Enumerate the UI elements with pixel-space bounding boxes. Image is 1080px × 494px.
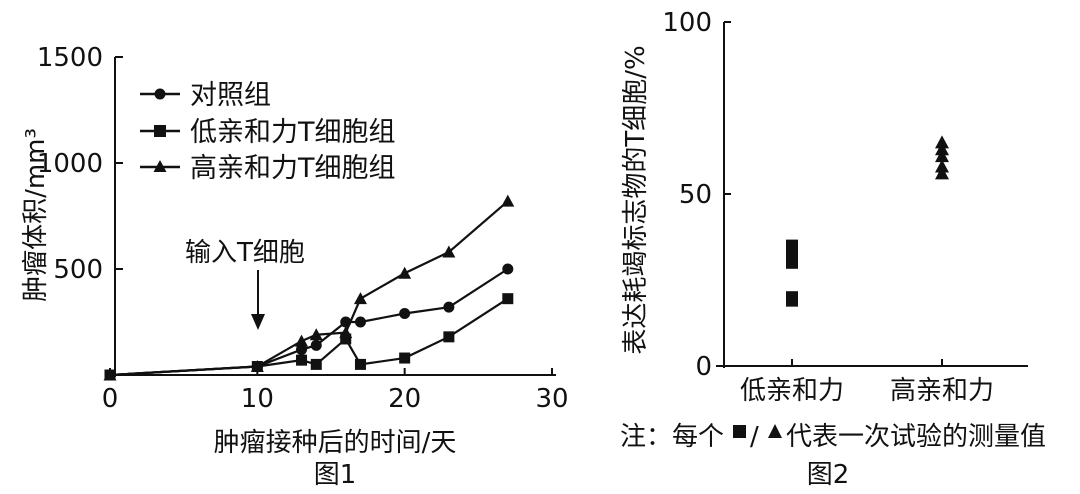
series-2-point (442, 245, 456, 258)
chart-2: 100 50 0 低亲和力 高亲和力 表达耗竭标志物的T细胞/% 注：每个 / 代表一… (620, 8, 1046, 490)
note-triangle-marker (768, 424, 782, 438)
legend-item-control: 对照组 (140, 80, 271, 111)
series-line-0 (109, 268, 509, 377)
chart1-xtick-label: 20 (388, 384, 421, 414)
series-1-point (399, 352, 411, 364)
series-2-point (353, 292, 367, 305)
legend-label-low-affinity: 低亲和力T细胞组 (190, 117, 396, 148)
chart2-point-1 (935, 166, 949, 180)
note-suffix: 代表一次试验的测量值 (786, 422, 1046, 452)
series-0-point (296, 344, 308, 356)
chart1-xtick-label: 10 (241, 384, 274, 414)
chart1-xtick-label: 0 (102, 384, 119, 414)
chart2-category-label-0: 低亲和力 (740, 376, 844, 406)
legend-item-high-affinity: 高亲和力T细胞组 (140, 153, 396, 184)
series-2-point (398, 266, 412, 279)
series-2-point (250, 360, 264, 373)
chart2-point-0 (786, 256, 798, 269)
chart1-xlabel: 肿瘤接种后的时间/天 (214, 428, 457, 458)
chart1-ylabel: 肿瘤体积/mm³ (21, 128, 51, 302)
chart2-point-1 (935, 142, 949, 156)
chart1-ytick-label: 1500 (37, 43, 103, 73)
chart2-ytick-label: 0 (695, 352, 712, 382)
chart2-category-label-1: 高亲和力 (890, 376, 994, 406)
chart1-ytick-label: 500 (53, 255, 103, 285)
chart2-point-1 (935, 159, 949, 173)
note-square-marker (733, 425, 746, 438)
series-0-point (354, 316, 366, 328)
series-line-2 (109, 200, 509, 377)
legend-circle-marker (154, 88, 166, 100)
chart2-ytick-label: 100 (662, 8, 712, 38)
series-2-point (309, 328, 323, 341)
chart2-point-0 (786, 246, 798, 259)
legend-triangle-marker (153, 160, 167, 172)
chart1-annotation-arrow-head (251, 314, 265, 330)
chart2-caption: 图2 (807, 460, 850, 490)
legend-label-high-affinity: 高亲和力T细胞组 (190, 153, 396, 184)
series-1-point (502, 293, 514, 305)
chart2-ylabel: 表达耗竭标志物的T细胞/% (621, 45, 651, 354)
legend-item-low-affinity: 低亲和力T细胞组 (140, 117, 396, 148)
chart1-ytick-label: 1000 (37, 149, 103, 179)
series-0-point (310, 339, 322, 351)
series-2-point (103, 368, 117, 381)
series-0-point (502, 263, 514, 275)
chart1-caption: 图1 (314, 460, 357, 490)
series-0-point (443, 301, 455, 313)
series-2-point (295, 334, 309, 347)
chart2-point-0 (786, 294, 798, 307)
series-1-point (310, 358, 322, 370)
chart2-point-1 (935, 149, 949, 163)
chart2-ytick-label: 50 (679, 180, 712, 210)
series-1-point (296, 354, 308, 366)
chart1-xtick-label: 30 (535, 384, 568, 414)
series-2-point (501, 194, 515, 207)
note-slash: / (750, 422, 759, 452)
series-0-point (399, 308, 411, 320)
chart2-point-1 (935, 135, 949, 149)
series-1-point (354, 358, 366, 370)
chart1-legend: 对照组 低亲和力T细胞组 高亲和力T细胞组 (140, 80, 396, 184)
series-1-point (340, 333, 352, 345)
note-prefix: 注：每个 (620, 422, 724, 452)
legend-label-control: 对照组 (190, 80, 271, 111)
chart1-annotation: 输入T细胞 (185, 238, 305, 268)
chart2-note: 注：每个 / 代表一次试验的测量值 (620, 422, 1046, 452)
legend-square-marker (154, 125, 166, 137)
chart-1: 1500 1000 500 0 10 20 30 输入T细胞 肿瘤体积/mm³ 肿瘤接种后… (21, 43, 569, 490)
series-2-point (339, 326, 353, 339)
series-1-point (443, 331, 455, 343)
